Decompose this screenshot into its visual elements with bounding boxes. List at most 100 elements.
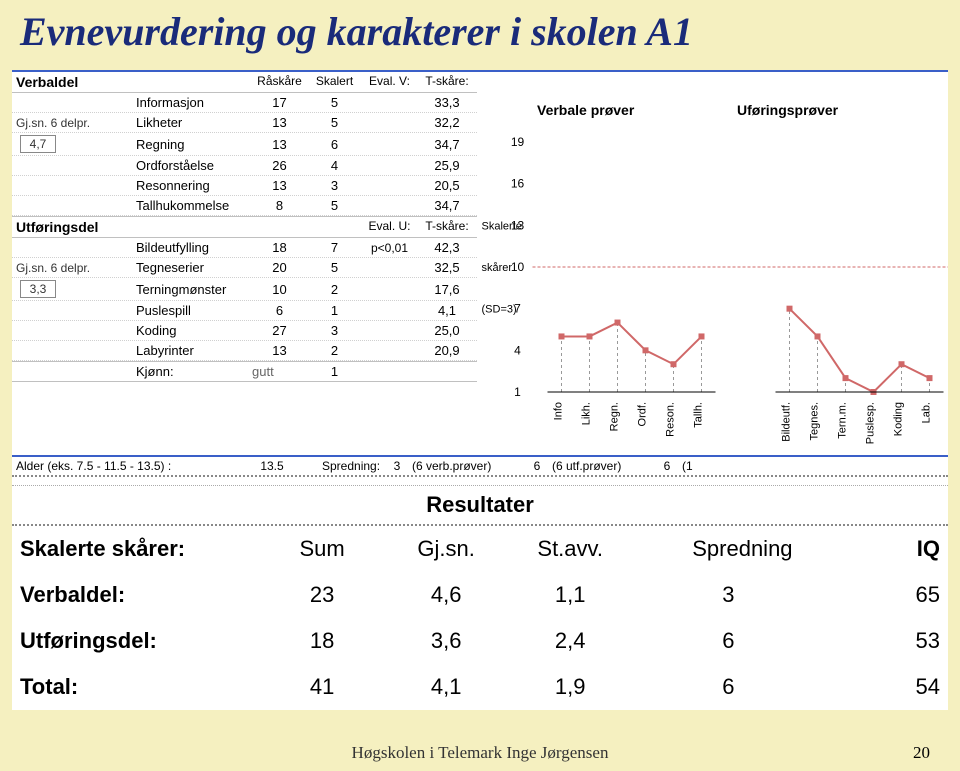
svg-text:Tallh.: Tallh. [693, 402, 705, 428]
perf-section: Utføringsdel Eval. U: T-skåre: Bildeutfy… [12, 217, 477, 362]
spread-label: Spredning: [292, 459, 382, 473]
t-score: 34,7 [417, 198, 477, 213]
raw-score: 27 [252, 323, 307, 338]
svg-text:Puslesp.: Puslesp. [865, 402, 877, 444]
perf-header: Utføringsdel Eval. U: T-skåre: [12, 217, 477, 238]
col-raw: Råskåre [252, 74, 307, 90]
raw-score: 13 [252, 115, 307, 130]
spread-v2: 6 [522, 459, 552, 473]
rh-4: Spredning [632, 526, 858, 572]
gender-label: Kjønn: [132, 364, 252, 379]
svg-text:Likh.: Likh. [581, 402, 593, 425]
test-name: Likheter [132, 115, 252, 130]
t-score: 34,7 [417, 137, 477, 152]
profile-chart: 1919161613131010774411Skalerteskårer(SD=… [477, 112, 948, 452]
results-cell: 2,4 [508, 618, 632, 664]
gender-row: Kjønn: gutt 1 [12, 362, 477, 382]
page-title: Evnevurdering og karakterer i skolen A1 [0, 0, 960, 70]
results-title: Resultater [12, 485, 948, 526]
svg-text:skårer: skårer [482, 262, 513, 274]
results-table: Skalerte skårer: Sum Gj.sn. St.avv. Spre… [12, 526, 948, 710]
table-row: Resonnering133 20,5 [12, 176, 477, 196]
spread-v3: 6 [652, 459, 682, 473]
test-name: Resonnering [132, 178, 252, 193]
perf-header-name: Utføringsdel [12, 219, 132, 235]
age-label: Alder (eks. 7.5 - 11.5 - 13.5) : [12, 459, 172, 473]
raw-score: 20 [252, 260, 307, 275]
svg-text:Regn.: Regn. [609, 402, 621, 431]
table-row: Gj.sn. 6 delpr.Tegneserier20532,5 [12, 258, 477, 278]
svg-text:Tern.m.: Tern.m. [837, 402, 849, 439]
svg-text:Info: Info [553, 402, 565, 420]
chart-titles: Verbale prøver Uføringsprøver [477, 102, 948, 118]
app-panel: Verbaldel Råskåre Skalert Eval. V: T-skå… [12, 70, 948, 475]
test-name: Informasjon [132, 95, 252, 110]
results-cell: Verbaldel: [12, 572, 260, 618]
t-score: 32,2 [417, 115, 477, 130]
test-name: Tegneserier [132, 260, 252, 275]
avg-value-box[interactable]: 4,7 [20, 135, 56, 153]
table-row: Informasjon17533,3 [12, 93, 477, 113]
test-name: Ordforståelse [132, 158, 252, 173]
avg-label: Gj.sn. 6 delpr. [16, 261, 90, 275]
verbal-header-name: Verbaldel [12, 74, 132, 90]
svg-text:19: 19 [511, 135, 525, 149]
results-cell: 6 [632, 664, 858, 710]
t-score: 20,5 [417, 178, 477, 193]
results-header-row: Skalerte skårer: Sum Gj.sn. St.avv. Spre… [12, 526, 948, 572]
table-row: Puslespill614,1 [12, 301, 477, 321]
raw-score: 18 [252, 240, 307, 255]
results-cell: 1,1 [508, 572, 632, 618]
avg-label: Gj.sn. 6 delpr. [16, 116, 90, 130]
t-score: 4,1 [417, 303, 477, 318]
scaled-score: 7 [307, 240, 362, 255]
t-score: 20,9 [417, 343, 477, 358]
results-cell: Total: [12, 664, 260, 710]
svg-text:4: 4 [514, 343, 521, 357]
svg-text:Ordf.: Ordf. [637, 402, 649, 426]
gender-value-num: 1 [307, 364, 362, 379]
table-row: Gj.sn. 6 delpr.Likheter13532,2 [12, 113, 477, 133]
raw-score: 10 [252, 282, 307, 297]
results-cell: 65 [858, 572, 948, 618]
scaled-score: 5 [307, 198, 362, 213]
avg-value-box[interactable]: 3,3 [20, 280, 56, 298]
scaled-score: 4 [307, 158, 362, 173]
col-t-u: T-skåre: [417, 219, 477, 235]
col-t: T-skåre: [417, 74, 477, 90]
test-name: Puslespill [132, 303, 252, 318]
scaled-score: 2 [307, 343, 362, 358]
svg-text:Tegnes.: Tegnes. [809, 402, 821, 441]
raw-score: 13 [252, 178, 307, 193]
t-score: 17,6 [417, 282, 477, 297]
raw-score: 13 [252, 137, 307, 152]
age-row: Alder (eks. 7.5 - 11.5 - 13.5) : 13.5 Sp… [12, 457, 948, 475]
test-name: Regning [132, 137, 252, 152]
eval-note: p<0,01 [362, 241, 417, 255]
footer-text: Høgskolen i Telemark Inge Jørgensen [0, 743, 960, 763]
svg-text:16: 16 [511, 177, 525, 191]
scaled-score: 3 [307, 323, 362, 338]
table-row: Koding273 25,0 [12, 321, 477, 341]
spread-v1: 3 [382, 459, 412, 473]
rh-0: Skalerte skårer: [12, 526, 260, 572]
chart-title-left: Verbale prøver [537, 102, 737, 118]
raw-score: 6 [252, 303, 307, 318]
test-name: Koding [132, 323, 252, 338]
svg-text:1: 1 [514, 385, 521, 399]
test-name: Labyrinter [132, 343, 252, 358]
t-score: 25,0 [417, 323, 477, 338]
chart-title-right: Uføringsprøver [737, 102, 937, 118]
scaled-score: 3 [307, 178, 362, 193]
rh-3: St.avv. [508, 526, 632, 572]
col-eval-u: Eval. U: [362, 219, 417, 235]
svg-text:Koding: Koding [893, 402, 905, 436]
results-cell: 18 [260, 618, 384, 664]
spread-v3-lbl: (1 [682, 459, 712, 473]
verbal-header: Verbaldel Råskåre Skalert Eval. V: T-skå… [12, 72, 477, 93]
col-eval: Eval. V: [362, 74, 417, 90]
table-row: Labyrinter13220,9 [12, 341, 477, 361]
test-name: Terningmønster [132, 282, 252, 297]
svg-text:(SD=3): (SD=3) [482, 304, 517, 316]
spread-v2-lbl: (6 utf.prøver) [552, 459, 652, 473]
